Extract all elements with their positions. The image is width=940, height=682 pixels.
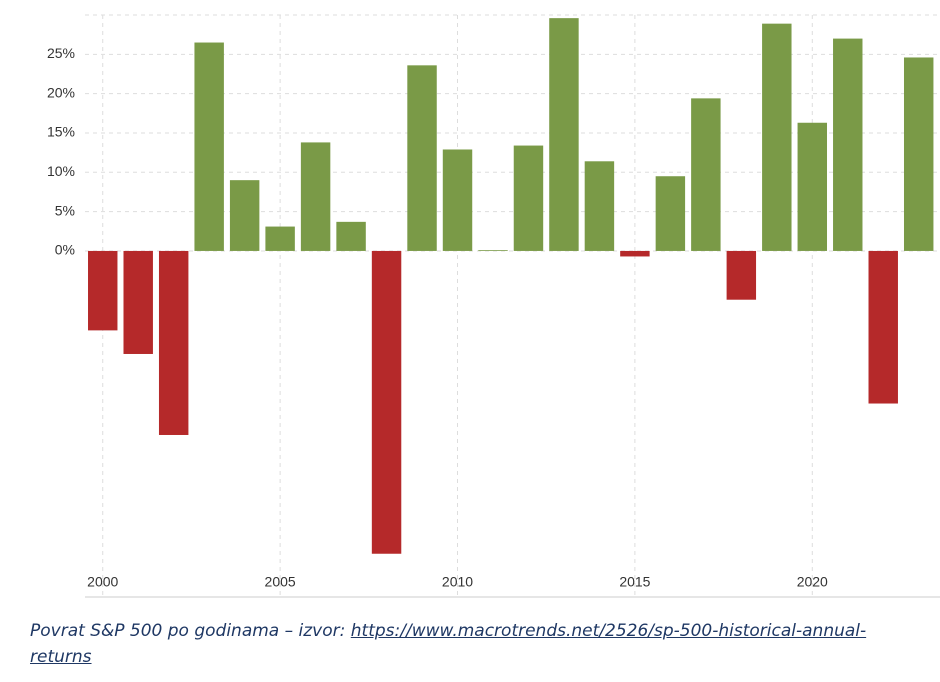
x-tick-label: 2005 xyxy=(265,574,296,590)
bar xyxy=(123,250,153,354)
bar xyxy=(549,18,579,251)
bar xyxy=(88,250,118,331)
x-tick-label: 2015 xyxy=(619,574,650,590)
x-tick-label: 2020 xyxy=(797,574,828,590)
bar xyxy=(407,65,437,251)
bar xyxy=(371,250,402,554)
bar xyxy=(158,250,189,435)
bar xyxy=(797,122,828,251)
bar xyxy=(513,145,544,251)
bar xyxy=(336,221,366,251)
y-tick-label: 20% xyxy=(47,84,75,100)
bar xyxy=(229,180,260,251)
bar xyxy=(903,57,934,251)
chart: 0% 5% 10% 15% 20% 25% 2000 2005 2010 2015 2020 xyxy=(47,14,940,598)
caption-text: Povrat S&P 500 po godinama – izvor: xyxy=(30,621,351,641)
y-tick-label: 15% xyxy=(47,124,75,140)
bar xyxy=(762,23,792,251)
bar xyxy=(265,226,295,251)
x-tick-label: 2000 xyxy=(87,574,118,590)
bar xyxy=(833,38,863,251)
x-tick-label: 2010 xyxy=(442,574,473,590)
bar xyxy=(691,98,721,251)
caption: Povrat S&P 500 po godinama – izvor: http… xyxy=(30,618,920,670)
bar xyxy=(442,149,473,251)
bar xyxy=(655,176,686,251)
y-tick-label: 0% xyxy=(55,242,75,258)
y-tick-label: 5% xyxy=(55,202,75,218)
bar xyxy=(194,42,224,251)
caption-link[interactable]: https://www.macrotrends.net/2526/sp-500-… xyxy=(30,621,867,667)
y-tick-label: 25% xyxy=(47,45,75,61)
bar xyxy=(620,250,650,257)
bar xyxy=(300,142,331,251)
bar xyxy=(478,250,508,251)
bar xyxy=(726,250,757,300)
y-tick-label: 10% xyxy=(47,163,75,179)
bar xyxy=(868,250,898,404)
bar xyxy=(584,161,615,251)
